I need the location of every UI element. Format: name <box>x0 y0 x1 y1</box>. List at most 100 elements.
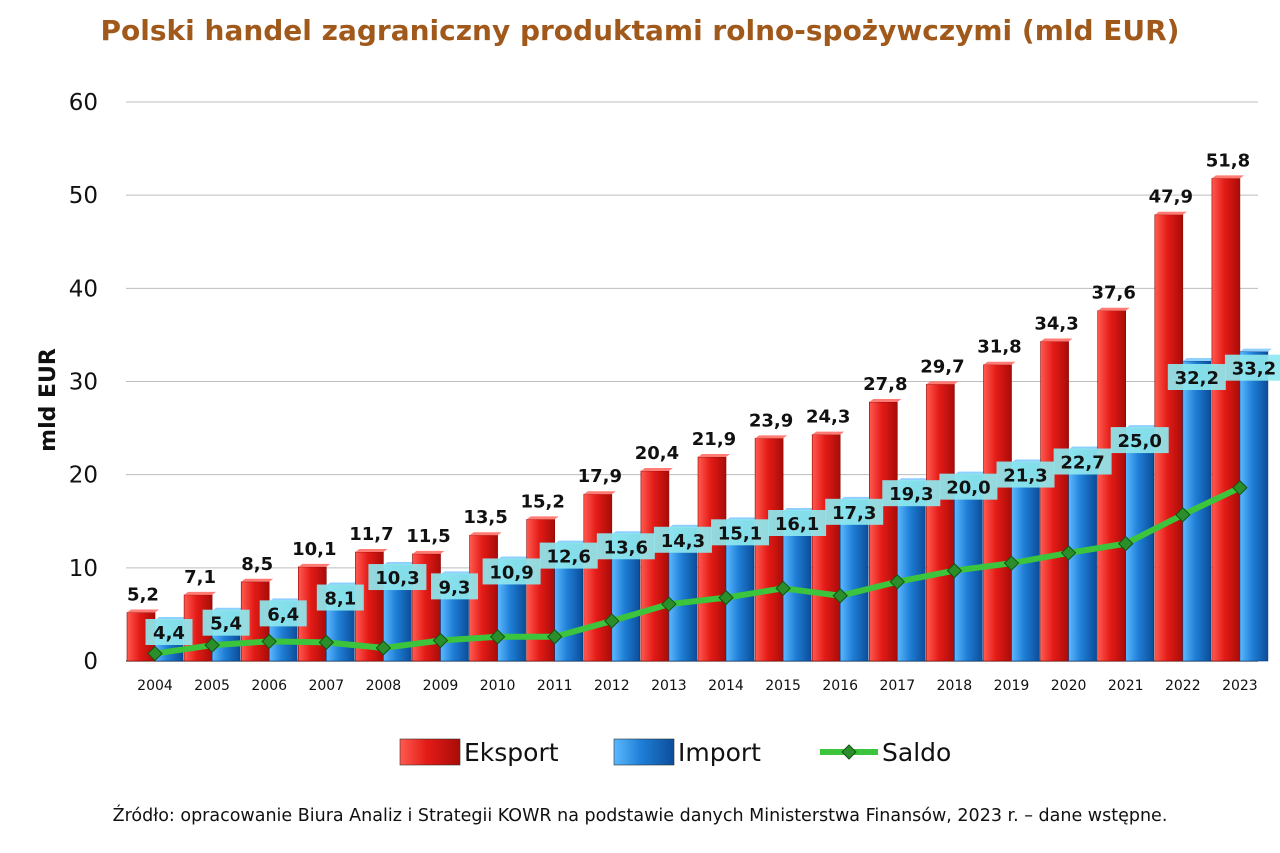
y-tick-label: 50 <box>69 183 98 209</box>
x-tick-label: 2022 <box>1165 678 1201 694</box>
label-eksport-2017: 27,8 <box>863 374 907 395</box>
chart-area: 5,2 7,1 8,5 10,1 11,7 11,5 13,5 15,2 17,9 20,4 21,… <box>36 90 1280 767</box>
source-note: Źródło: opracowanie Biura Analiz i Strat… <box>112 806 1168 826</box>
y-tick-label: 10 <box>69 556 98 582</box>
bar-import-top-2023 <box>1239 348 1272 352</box>
label-import-2020: 22,7 <box>1060 453 1104 474</box>
legend-swatch-import <box>613 738 675 766</box>
label-eksport-2018: 29,7 <box>920 356 964 377</box>
bar-eksport-top-2008 <box>355 548 388 552</box>
label-import-box-2007 <box>316 584 364 611</box>
bar-eksport-top-2021 <box>1097 307 1130 311</box>
bar-eksport-top-2007 <box>298 563 331 567</box>
label-import-2015: 16,1 <box>775 514 819 535</box>
saldo-point-2020 <box>1060 545 1077 561</box>
label-import-box-2014 <box>711 519 769 546</box>
bar-eksport-2021 <box>1097 310 1126 662</box>
label-import-2022: 32,2 <box>1175 368 1219 389</box>
label-eksport-2016: 24,3 <box>806 407 850 428</box>
label-import-2006: 6,4 <box>267 604 299 625</box>
bar-eksport-2019 <box>983 364 1012 662</box>
label-eksport-2012: 17,9 <box>578 466 622 487</box>
x-tick-label: 2014 <box>708 678 744 694</box>
y-axis-label: mld EUR <box>36 348 61 452</box>
label-eksport-2015: 23,9 <box>749 410 793 431</box>
label-eksport-2008: 11,7 <box>349 524 393 545</box>
bar-eksport-2015 <box>754 438 784 662</box>
label-import-box-2012 <box>596 533 655 560</box>
label-eksport-2020: 34,3 <box>1034 313 1078 334</box>
bar-eksport-top-2009 <box>412 550 445 554</box>
bar-eksport-2018 <box>926 383 955 662</box>
legend-marker-saldo <box>841 744 857 760</box>
chart-title: Polski handel zagraniczny produktami rol… <box>100 14 1180 47</box>
label-import-2009: 9,3 <box>439 577 471 598</box>
bar-eksport-2014 <box>697 456 727 662</box>
bar-eksport-2012 <box>583 493 613 662</box>
x-tick-label: 2015 <box>765 678 801 694</box>
label-import-2005: 5,4 <box>210 614 242 635</box>
legend-label-eksport: Eksport <box>464 738 559 767</box>
saldo-point-2012 <box>604 613 620 629</box>
bar-eksport-top-2004 <box>127 609 159 613</box>
bar-eksport-top-2015 <box>755 435 788 439</box>
saldo-point-2011 <box>546 629 563 645</box>
bar-eksport-top-2010 <box>469 532 502 536</box>
label-eksport-2011: 15,2 <box>520 491 564 512</box>
saldo-point-2022 <box>1175 507 1191 523</box>
y-tick-label: 40 <box>69 276 98 302</box>
legend-label-import: Import <box>678 738 761 767</box>
label-import-2023: 33,2 <box>1232 359 1276 380</box>
data-labels: 5,2 7,1 8,5 10,1 11,7 11,5 13,5 15,2 17,9 20,4 21,… <box>127 150 1280 646</box>
label-import-box-2023 <box>1224 354 1280 381</box>
bar-eksport-2017 <box>868 401 898 662</box>
label-eksport-2021: 37,6 <box>1091 283 1135 304</box>
saldo-point-2007 <box>318 634 335 651</box>
bar-eksport-top-2016 <box>812 431 845 435</box>
label-eksport-2007: 10,1 <box>292 539 336 560</box>
bar-eksport-top-2020 <box>1040 338 1073 342</box>
saldo-point-2008 <box>375 640 392 656</box>
label-import-box-2013 <box>653 526 712 553</box>
saldo-point-2006 <box>261 633 277 650</box>
saldo-point-2014 <box>718 589 734 606</box>
saldo-point-2019 <box>1003 555 1020 571</box>
x-tick-label: 2013 <box>651 678 687 694</box>
label-import-box-2021 <box>1110 427 1169 454</box>
x-tick-label: 2016 <box>822 678 858 694</box>
label-import-box-2010 <box>482 558 541 585</box>
bar-eksport-top-2019 <box>983 361 1016 365</box>
label-import-2017: 19,3 <box>889 484 933 505</box>
bar-eksport-2016 <box>811 434 841 662</box>
saldo-point-2013 <box>661 596 677 612</box>
label-import-2013: 14,3 <box>661 531 705 552</box>
label-eksport-2006: 8,5 <box>241 554 273 575</box>
bar-eksport-2020 <box>1040 341 1069 662</box>
saldo-point-2009 <box>432 632 449 649</box>
x-tick-label: 2021 <box>1108 678 1144 694</box>
saldo-point-2023 <box>1232 480 1248 496</box>
bar-import-top-2022 <box>1182 358 1215 362</box>
bar-eksport-2023 <box>1211 178 1241 662</box>
label-eksport-2014: 21,9 <box>692 429 736 450</box>
saldo-point-2016 <box>832 588 848 604</box>
label-import-box-2005 <box>202 609 250 636</box>
x-tick-label: 2018 <box>937 678 973 694</box>
x-tick-label: 2012 <box>594 678 630 694</box>
saldo-point-2018 <box>946 562 963 579</box>
bar-eksport-top-2014 <box>698 453 730 457</box>
x-tick-label: 2023 <box>1222 678 1258 694</box>
x-tick-label: 2007 <box>308 678 344 694</box>
label-import-box-2017 <box>882 480 941 507</box>
label-import-2016: 17,3 <box>832 503 876 524</box>
bar-eksport-2013 <box>640 470 670 662</box>
y-tick-label: 30 <box>69 370 98 396</box>
x-tick-label: 2008 <box>366 678 402 694</box>
label-import-2012: 13,6 <box>604 537 648 558</box>
x-tick-label: 2010 <box>480 678 516 694</box>
label-import-2021: 25,0 <box>1117 431 1161 452</box>
legend: Eksport Import Saldo <box>399 738 951 767</box>
bar-eksport-top-2018 <box>926 381 959 385</box>
label-eksport-2010: 13,5 <box>463 507 507 528</box>
label-eksport-2023: 51,8 <box>1206 150 1250 171</box>
